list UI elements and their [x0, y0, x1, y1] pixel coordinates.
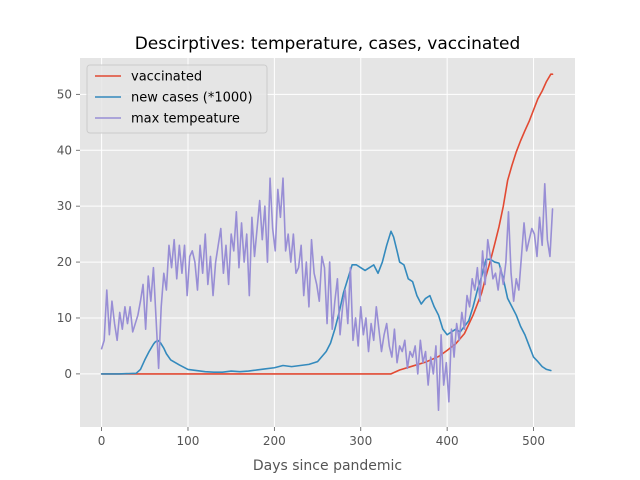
y-tick-label: 10	[57, 311, 72, 325]
chart-title: Descirptives: temperature, cases, vaccin…	[135, 34, 521, 54]
series-lines	[100, 73, 554, 412]
legend-label: vaccinated	[131, 70, 202, 85]
legend-box	[86, 64, 268, 134]
x-tick-label: 300	[349, 434, 372, 448]
y-tick-label: 30	[57, 199, 72, 213]
x-tick-label: 0	[98, 434, 106, 448]
x-tick-label: 400	[436, 434, 459, 448]
x-tick-label: 100	[177, 434, 200, 448]
legend-label: max tempeature	[131, 112, 240, 127]
y-tick-label: 0	[64, 367, 72, 381]
axis-ticks: 0 100 200 300 400 500 0 10 20 30 40 50	[57, 87, 545, 448]
y-tick-label: 40	[57, 143, 72, 157]
x-axis-label: Days since pandemic	[253, 458, 402, 474]
x-tick-label: 500	[522, 434, 545, 448]
legend-label: new cases (*1000)	[131, 91, 253, 106]
series-line-max-tempeature	[100, 177, 554, 412]
y-tick-label: 50	[57, 87, 72, 101]
x-tick-label: 200	[263, 434, 286, 448]
y-tick-label: 20	[57, 255, 72, 269]
legend: vaccinated new cases (*1000) max tempeatur…	[86, 64, 268, 134]
